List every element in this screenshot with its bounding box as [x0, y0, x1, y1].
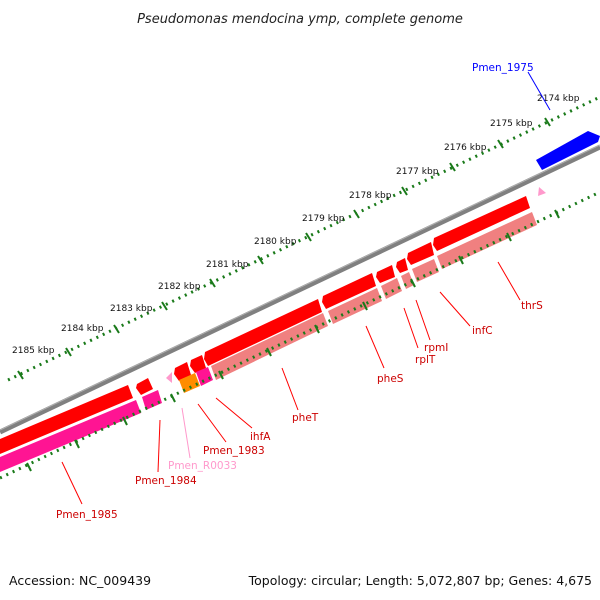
gene-thrS-arrow[interactable] — [433, 196, 530, 251]
genome-backbone-highlight — [0, 144, 600, 431]
inner-tick — [266, 347, 272, 357]
gene-pmen-1984-arrow[interactable] — [136, 378, 153, 395]
major-tick-2177 — [401, 186, 408, 196]
scale-label: 2177 kbp — [396, 167, 439, 177]
major-tick-2180 — [257, 255, 264, 265]
genome-backbone — [0, 144, 600, 435]
gene-pmen-1985-arrow[interactable] — [0, 385, 133, 454]
scale-label: 2178 kbp — [349, 191, 392, 201]
accession-text: Accession: NC_009439 — [9, 573, 152, 588]
major-tick-2178 — [353, 209, 360, 219]
major-tick-2185 — [17, 370, 24, 380]
leader-rpmI — [415, 299, 431, 341]
scale-label: 2174 kbp — [537, 94, 580, 104]
feature-ihfA — [196, 367, 213, 386]
gene-label-ihfA[interactable]: ihfA — [250, 431, 271, 443]
inner-tick — [218, 370, 224, 380]
major-tick-2184 — [65, 347, 72, 357]
major-tick-2182 — [161, 301, 168, 311]
leader-pmen-1984 — [157, 419, 161, 473]
gene-labels: Pmen_1975 thrS infC rpmI rplT pheS pheT … — [56, 62, 543, 521]
inner-tick — [122, 416, 128, 426]
gene-label-pmen-r0033[interactable]: Pmen_R0033 — [168, 460, 237, 472]
scale-label: 2179 kbp — [302, 214, 345, 224]
major-tick-2175 — [497, 139, 504, 149]
feature-pmen-1985 — [0, 400, 141, 472]
inner-tick — [554, 209, 560, 219]
leader-pmen-1975 — [527, 71, 551, 111]
feature-pmen-1984 — [142, 390, 162, 410]
gene-pmen-r0033-arrow[interactable] — [166, 372, 172, 383]
gene-label-rplT[interactable]: rplT — [415, 354, 436, 366]
leader-infC — [439, 291, 471, 327]
gene-label-pmen-1985[interactable]: Pmen_1985 — [56, 509, 118, 521]
gene-infC-arrow[interactable] — [407, 242, 434, 265]
map-title: Pseudomonas mendocina ymp, complete geno… — [137, 12, 463, 27]
gene-label-rpmI[interactable]: rpmI — [424, 342, 448, 354]
major-tick-2181 — [209, 278, 216, 288]
inner-tick-track — [0, 191, 599, 480]
gene-label-infC[interactable]: infC — [472, 325, 493, 337]
leader-ihfA — [215, 397, 253, 429]
leader-pheS — [365, 325, 385, 369]
gene-label-pmen-1975[interactable]: Pmen_1975 — [472, 62, 534, 74]
leader-pmen-1985 — [61, 461, 83, 505]
major-tick-2176 — [449, 162, 456, 172]
gene-pheT-arrow[interactable] — [204, 299, 322, 366]
leader-pmen-1983 — [197, 403, 227, 443]
outer-tick-track — [7, 96, 599, 382]
leader-pmen-r0033 — [181, 407, 191, 459]
leader-pheT — [281, 367, 299, 411]
scale-label: 2182 kbp — [158, 282, 201, 292]
gene-label-pheT[interactable]: pheT — [292, 412, 319, 424]
feature-pmen-1983 — [179, 373, 200, 393]
feature-infC — [412, 259, 439, 282]
gene-rpmI-arrow[interactable] — [396, 258, 408, 273]
major-tick-2174 — [544, 117, 551, 127]
scale-label: 2185 kbp — [12, 346, 55, 356]
inner-tick — [170, 393, 176, 403]
inner-tick — [458, 255, 464, 265]
gene-label-pheS[interactable]: pheS — [377, 373, 404, 385]
feature-thrS — [437, 212, 537, 269]
scale-labels: 2174 kbp 2175 kbp 2176 kbp 2177 kbp 2178… — [12, 94, 580, 356]
gene-rplT-arrow[interactable] — [376, 265, 395, 283]
scale-label: 2175 kbp — [490, 119, 533, 129]
feature-track — [0, 212, 537, 472]
gene-ihfA-arrow[interactable] — [190, 355, 206, 373]
gene-pmen-1983-arrow[interactable] — [174, 362, 191, 381]
gene-pmen-1975-arrow[interactable] — [536, 131, 600, 170]
gene-label-thrS[interactable]: thrS — [521, 300, 543, 312]
inner-tick — [26, 462, 32, 472]
leader-lines — [61, 71, 551, 505]
gene-label-pmen-1983[interactable]: Pmen_1983 — [203, 445, 265, 457]
gene-label-pmen-1984[interactable]: Pmen_1984 — [135, 475, 197, 487]
gene-track — [0, 196, 530, 454]
scale-label: 2180 kbp — [254, 237, 297, 247]
genome-summary-text: Topology: circular; Length: 5,072,807 bp… — [248, 573, 592, 588]
inner-tick — [314, 324, 320, 334]
inner-tick — [74, 439, 80, 449]
scale-label: 2176 kbp — [444, 143, 487, 153]
inner-tick — [506, 232, 512, 242]
scale-label: 2184 kbp — [61, 324, 104, 334]
inner-tick — [362, 301, 368, 311]
major-tick-2179 — [305, 232, 312, 242]
major-tick-2183 — [113, 324, 120, 334]
leader-thrS — [497, 261, 521, 301]
gene-pheS-arrow[interactable] — [322, 273, 376, 309]
misc-rna-marker — [538, 187, 546, 196]
scale-label: 2183 kbp — [110, 304, 153, 314]
inner-tick — [410, 278, 416, 288]
leader-rplT — [403, 307, 419, 349]
scale-label: 2181 kbp — [206, 260, 249, 270]
feature-rpmI — [401, 272, 414, 289]
